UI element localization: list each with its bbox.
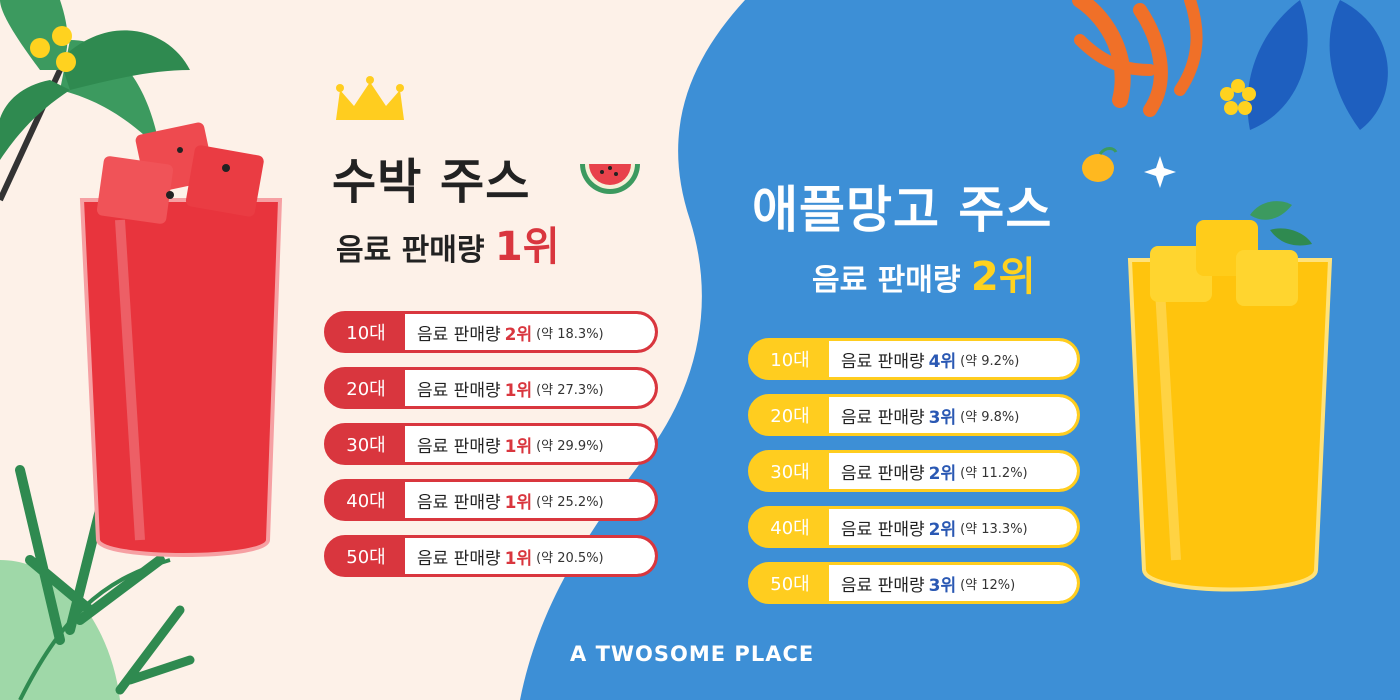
rank-value: 1위: [504, 380, 533, 401]
mango-age-list: 10대 음료 판매량 4위 (약 9.2%) 20대 음료 판매량 3위 (약 …: [748, 338, 1080, 618]
percent-value: (약 25.2%): [536, 494, 604, 510]
row-body: 음료 판매량 1위 (약 25.2%): [405, 482, 655, 518]
rank-value: 2위: [504, 324, 533, 345]
age-label: 50대: [346, 547, 386, 568]
percent-value: (약 29.9%): [536, 438, 604, 454]
list-item: 40대 음료 판매량 1위 (약 25.2%): [324, 479, 658, 521]
row-body: 음료 판매량 2위 (약 18.3%): [405, 314, 655, 350]
percent-value: (약 11.2%): [960, 465, 1028, 481]
sales-label: 음료 판매량: [841, 463, 925, 484]
mango-juice-cup: [1127, 201, 1333, 592]
list-item: 20대 음료 판매량 1위 (약 27.3%): [324, 367, 658, 409]
rank-value: 1위: [504, 492, 533, 513]
row-body: 음료 판매량 3위 (약 12%): [829, 565, 1077, 601]
rank-value: 1위: [504, 548, 533, 569]
list-item: 50대 음료 판매량 3위 (약 12%): [748, 562, 1080, 604]
age-label: 30대: [770, 462, 810, 483]
leaf-icon: [1072, 0, 1388, 130]
list-item: 50대 음료 판매량 1위 (약 20.5%): [324, 535, 658, 577]
percent-value: (약 20.5%): [536, 550, 604, 566]
watermelon-title: 수박 주스: [332, 154, 531, 210]
list-item: 30대 음료 판매량 2위 (약 11.2%): [748, 450, 1080, 492]
percent-value: (약 9.8%): [960, 409, 1020, 425]
mango-icon: [1082, 147, 1118, 182]
list-item: 20대 음료 판매량 3위 (약 9.8%): [748, 394, 1080, 436]
watermelon-subtitle: 음료 판매량 1위: [336, 214, 560, 272]
flower-icon: [1144, 156, 1176, 188]
mango-subtitle-rank: 2위: [970, 254, 1036, 300]
rank-value: 4위: [928, 351, 957, 372]
list-item: 40대 음료 판매량 2위 (약 13.3%): [748, 506, 1080, 548]
mango-subtitle: 음료 판매량 2위: [812, 244, 1036, 302]
watermelon-subtitle-rank: 1위: [494, 224, 560, 270]
percent-value: (약 13.3%): [960, 521, 1028, 537]
percent-value: (약 9.2%): [960, 353, 1020, 369]
age-label: 20대: [346, 379, 386, 400]
flower-icon: [1220, 79, 1256, 115]
row-body: 음료 판매량 1위 (약 29.9%): [405, 426, 655, 462]
list-item: 10대 음료 판매량 2위 (약 18.3%): [324, 311, 658, 353]
mango-title: 애플망고 주스: [752, 181, 1053, 239]
watermelon-juice-cup: [79, 122, 283, 557]
row-body: 음료 판매량 3위 (약 9.8%): [829, 397, 1077, 433]
watermelon-age-list: 10대 음료 판매량 2위 (약 18.3%) 20대 음료 판매량 1위 (약…: [324, 311, 658, 591]
leaf-icon: [0, 465, 195, 700]
rank-value: 1위: [504, 436, 533, 457]
row-body: 음료 판매량 2위 (약 13.3%): [829, 509, 1077, 545]
watermelon-subtitle-prefix: 음료 판매량: [336, 233, 485, 268]
leaf-icon: [0, 0, 190, 202]
rank-value: 3위: [928, 575, 957, 596]
sales-label: 음료 판매량: [841, 351, 925, 372]
age-label: 50대: [770, 574, 810, 595]
row-body: 음료 판매량 4위 (약 9.2%): [829, 341, 1077, 377]
sales-label: 음료 판매량: [841, 575, 925, 596]
age-label: 30대: [346, 435, 386, 456]
sales-label: 음료 판매량: [417, 324, 501, 345]
crown-icon: [336, 76, 404, 120]
row-body: 음료 판매량 1위 (약 20.5%): [405, 538, 655, 574]
list-item: 10대 음료 판매량 4위 (약 9.2%): [748, 338, 1080, 380]
age-label: 10대: [346, 323, 386, 344]
row-body: 음료 판매량 1위 (약 27.3%): [405, 370, 655, 406]
age-label: 10대: [770, 350, 810, 371]
sales-label: 음료 판매량: [841, 519, 925, 540]
sales-label: 음료 판매량: [417, 548, 501, 569]
mango-subtitle-prefix: 음료 판매량: [812, 263, 961, 298]
age-label: 40대: [770, 518, 810, 539]
rank-value: 3위: [928, 407, 957, 428]
percent-value: (약 12%): [960, 577, 1016, 593]
watermelon-slice-icon: [580, 164, 640, 194]
sales-label: 음료 판매량: [841, 407, 925, 428]
sales-label: 음료 판매량: [417, 380, 501, 401]
row-body: 음료 판매량 2위 (약 11.2%): [829, 453, 1077, 489]
percent-value: (약 27.3%): [536, 382, 604, 398]
rank-value: 2위: [928, 463, 957, 484]
percent-value: (약 18.3%): [536, 326, 604, 342]
sales-label: 음료 판매량: [417, 492, 501, 513]
rank-value: 2위: [928, 519, 957, 540]
brand-logo-text: A TWOSOME PLACE: [570, 642, 815, 666]
age-label: 40대: [346, 491, 386, 512]
age-label: 20대: [770, 406, 810, 427]
list-item: 30대 음료 판매량 1위 (약 29.9%): [324, 423, 658, 465]
sales-label: 음료 판매량: [417, 436, 501, 457]
